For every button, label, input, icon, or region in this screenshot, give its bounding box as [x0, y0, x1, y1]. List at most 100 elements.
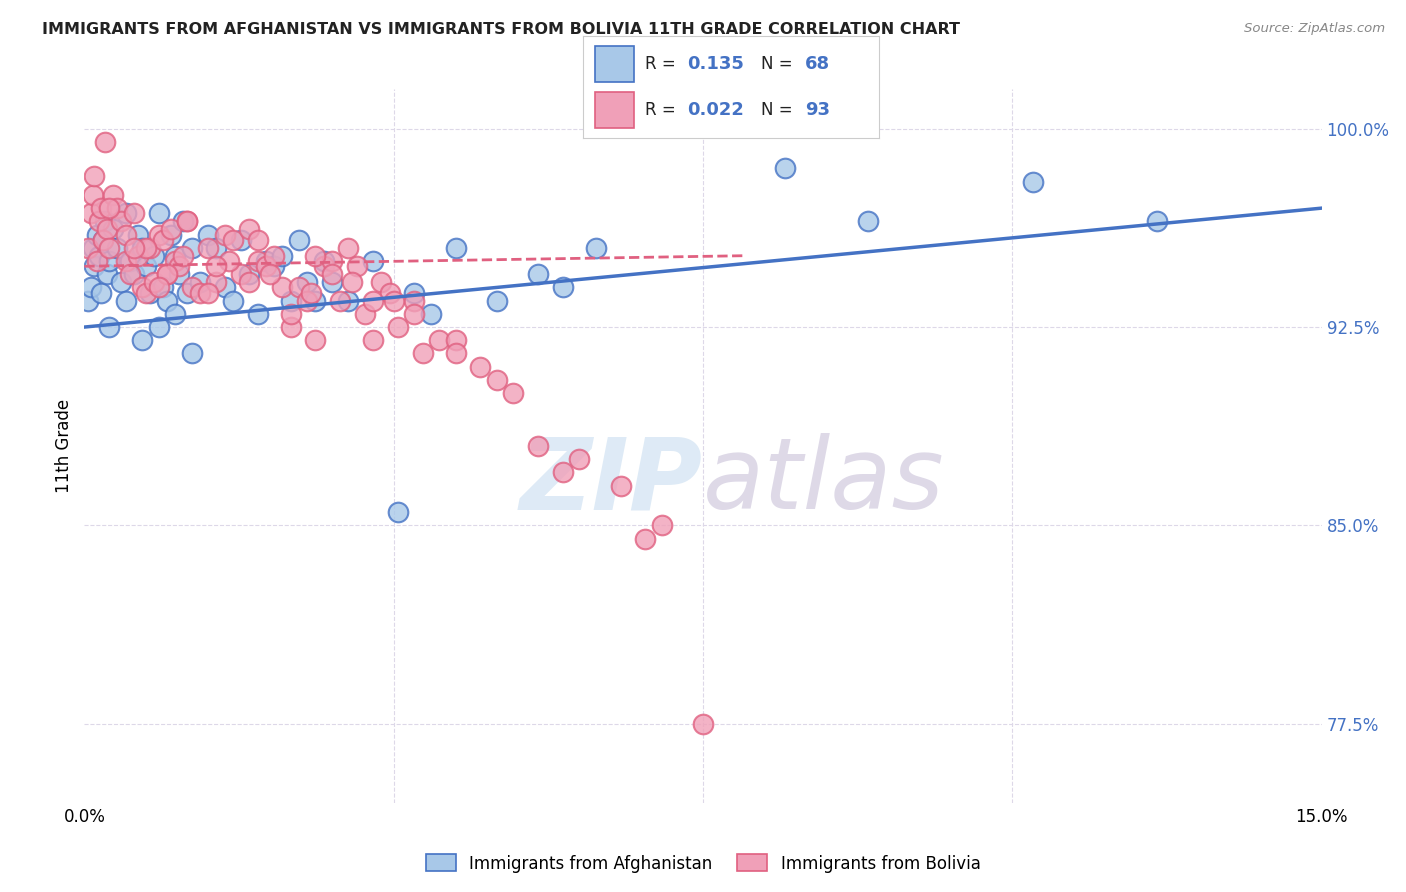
- Point: [148, 227, 170, 242]
- Point: [419, 307, 441, 321]
- Point: [77, 293, 100, 308]
- Text: R =: R =: [645, 55, 682, 73]
- Text: ZIP: ZIP: [520, 434, 703, 530]
- Point: [288, 280, 311, 294]
- Point: [98, 201, 121, 215]
- Point: [167, 260, 190, 274]
- Point: [361, 333, 384, 347]
- Point: [568, 452, 591, 467]
- Point: [312, 254, 335, 268]
- Bar: [595, 45, 634, 82]
- Point: [238, 267, 260, 281]
- Point: [288, 233, 311, 247]
- Point: [127, 249, 149, 263]
- Point: [246, 307, 269, 321]
- Point: [110, 275, 132, 289]
- Point: [90, 201, 112, 215]
- Point: [118, 254, 141, 268]
- Point: [692, 716, 714, 731]
- Point: [271, 280, 294, 294]
- Text: IMMIGRANTS FROM AFGHANISTAN VS IMMIGRANTS FROM BOLIVIA 11TH GRADE CORRELATION CH: IMMIGRANTS FROM AFGHANISTAN VS IMMIGRANT…: [42, 22, 960, 37]
- Point: [412, 346, 434, 360]
- Point: [105, 201, 128, 215]
- Point: [246, 233, 269, 247]
- Point: [188, 275, 211, 289]
- Point: [259, 267, 281, 281]
- Point: [152, 280, 174, 294]
- Text: atlas: atlas: [703, 434, 945, 530]
- Point: [271, 249, 294, 263]
- Point: [135, 241, 157, 255]
- Point: [98, 241, 121, 255]
- Point: [263, 260, 285, 274]
- Point: [139, 241, 162, 255]
- Point: [197, 227, 219, 242]
- Point: [131, 241, 153, 255]
- Point: [82, 241, 104, 255]
- Point: [229, 267, 252, 281]
- Point: [118, 267, 141, 281]
- Point: [551, 466, 574, 480]
- Point: [527, 439, 550, 453]
- Point: [94, 135, 117, 149]
- Point: [470, 359, 492, 374]
- Point: [180, 280, 202, 294]
- Point: [176, 214, 198, 228]
- Point: [651, 518, 673, 533]
- Point: [165, 249, 187, 263]
- Point: [238, 275, 260, 289]
- Point: [89, 214, 111, 228]
- Point: [229, 233, 252, 247]
- Point: [427, 333, 450, 347]
- Point: [122, 241, 145, 255]
- Point: [1146, 214, 1168, 228]
- Point: [172, 214, 194, 228]
- Point: [444, 241, 467, 255]
- Point: [91, 233, 114, 247]
- Point: [143, 249, 166, 263]
- Point: [180, 241, 202, 255]
- Point: [114, 254, 136, 268]
- Point: [382, 293, 405, 308]
- Point: [444, 346, 467, 360]
- Point: [82, 188, 104, 202]
- Point: [387, 505, 409, 519]
- Point: [86, 254, 108, 268]
- Point: [280, 307, 302, 321]
- Point: [856, 214, 879, 228]
- Point: [103, 188, 125, 202]
- Point: [321, 275, 343, 289]
- Point: [304, 249, 326, 263]
- Point: [238, 222, 260, 236]
- Text: N =: N =: [761, 55, 797, 73]
- Point: [312, 260, 335, 274]
- Point: [214, 227, 236, 242]
- Point: [135, 260, 157, 274]
- Text: R =: R =: [645, 101, 682, 119]
- Point: [585, 241, 607, 255]
- Text: 0.135: 0.135: [688, 55, 744, 73]
- Point: [295, 293, 318, 308]
- Point: [96, 267, 118, 281]
- Point: [404, 285, 426, 300]
- Point: [1022, 175, 1045, 189]
- Point: [135, 285, 157, 300]
- Point: [485, 293, 508, 308]
- Point: [90, 285, 112, 300]
- Point: [89, 249, 111, 263]
- Point: [197, 285, 219, 300]
- Text: 0.022: 0.022: [688, 101, 744, 119]
- Point: [205, 260, 228, 274]
- Point: [337, 241, 360, 255]
- Point: [218, 254, 240, 268]
- Point: [165, 307, 187, 321]
- Point: [246, 254, 269, 268]
- Point: [103, 222, 125, 236]
- Point: [527, 267, 550, 281]
- Point: [299, 285, 322, 300]
- Point: [353, 307, 375, 321]
- Point: [131, 280, 153, 294]
- Point: [280, 293, 302, 308]
- Point: [634, 532, 657, 546]
- Point: [263, 249, 285, 263]
